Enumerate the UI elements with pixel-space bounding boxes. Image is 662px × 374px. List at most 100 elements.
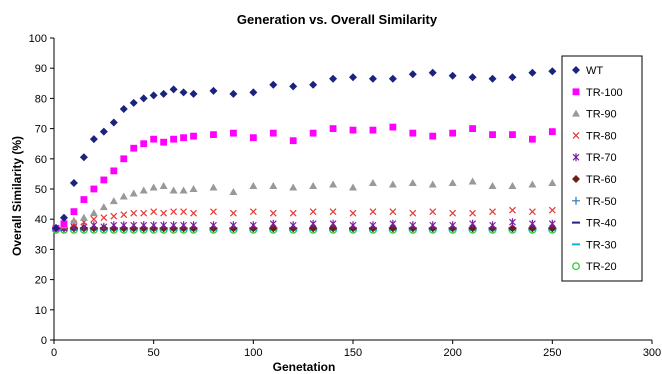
y-tick-label: 100 (29, 33, 47, 45)
legend-label: TR-30 (586, 239, 617, 251)
data-point (528, 68, 537, 77)
data-point (89, 135, 98, 144)
data-point (100, 222, 108, 231)
data-point (179, 186, 188, 194)
data-point (160, 138, 168, 146)
data-point (249, 208, 257, 216)
data-point (169, 85, 178, 94)
data-point (140, 209, 148, 217)
data-point (150, 135, 158, 143)
data-point (180, 221, 187, 230)
data-point (109, 118, 118, 127)
data-point (129, 98, 138, 107)
x-tick-label: 50 (148, 347, 160, 359)
x-tick-label: 250 (543, 347, 561, 359)
data-point (508, 224, 517, 233)
series-tr-80 (52, 206, 556, 232)
data-point (269, 129, 277, 137)
data-point (368, 74, 377, 83)
legend-marker (572, 131, 580, 139)
data-point (289, 137, 297, 145)
legend-label: TR-80 (586, 130, 617, 142)
data-point (349, 183, 357, 191)
data-point (140, 221, 148, 230)
legend-label: TR-40 (586, 218, 617, 230)
data-point (388, 74, 397, 83)
data-point (548, 206, 556, 214)
data-point (69, 178, 78, 187)
x-tick-label: 0 (51, 347, 57, 359)
data-point (169, 186, 178, 194)
data-point (130, 209, 138, 217)
data-point (249, 221, 257, 230)
legend-label: TR-60 (586, 174, 617, 186)
legend-item: TR-20 (572, 261, 617, 273)
legend-marker (572, 175, 580, 183)
series-wt (51, 67, 557, 233)
data-point (70, 208, 78, 216)
data-point (509, 218, 516, 227)
data-point (389, 208, 397, 216)
data-point (210, 131, 217, 139)
data-point (60, 220, 68, 228)
data-point (489, 221, 496, 230)
data-point (100, 176, 108, 184)
legend-label: TR-50 (586, 196, 617, 208)
y-tick-label: 60 (35, 154, 47, 166)
data-point (129, 189, 138, 197)
data-point (349, 73, 357, 82)
legend-item: TR-90 (572, 109, 617, 121)
data-point (109, 197, 118, 205)
data-point (528, 208, 536, 216)
data-point (449, 209, 457, 217)
y-tick-label: 30 (35, 244, 47, 256)
data-point (289, 82, 298, 91)
data-point (309, 208, 317, 216)
data-point (408, 70, 417, 79)
data-point (69, 216, 78, 224)
data-point (90, 221, 98, 230)
y-tick-label: 20 (35, 275, 47, 287)
data-point (149, 91, 158, 100)
data-point (428, 180, 437, 188)
data-point (428, 68, 437, 77)
data-point (448, 178, 457, 186)
data-point (309, 219, 317, 228)
data-point (329, 219, 337, 228)
legend-item: TR-80 (572, 130, 617, 142)
data-point (429, 132, 437, 140)
legend-label: TR-90 (586, 109, 617, 121)
data-point (509, 206, 516, 214)
data-point (170, 208, 178, 216)
data-point (59, 213, 68, 222)
x-tick-label: 150 (344, 347, 362, 359)
data-point (119, 192, 128, 200)
data-point (548, 67, 557, 76)
legend-item: TR-100 (572, 87, 623, 99)
data-point (488, 181, 497, 189)
data-point (160, 221, 168, 230)
data-point (448, 71, 457, 80)
data-point (229, 188, 238, 196)
data-point (449, 221, 457, 230)
data-point (409, 221, 417, 230)
data-point (289, 221, 297, 230)
y-tick-label: 0 (41, 335, 47, 347)
data-point (329, 208, 337, 216)
x-tick-label: 100 (244, 347, 262, 359)
data-point (349, 209, 357, 217)
data-point (210, 221, 217, 230)
data-point (389, 123, 397, 131)
x-tick-label: 200 (443, 347, 461, 359)
data-point (209, 183, 218, 191)
data-point (429, 221, 437, 230)
data-point (99, 203, 108, 211)
data-point (429, 208, 437, 216)
data-point (139, 94, 148, 103)
data-point (110, 221, 118, 230)
data-point (120, 211, 128, 219)
series-tr-60 (51, 224, 557, 233)
legend-label: WT (586, 65, 603, 77)
data-point (449, 129, 457, 137)
data-point (230, 129, 237, 137)
